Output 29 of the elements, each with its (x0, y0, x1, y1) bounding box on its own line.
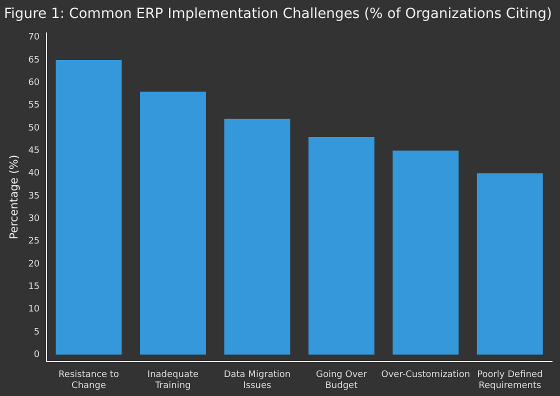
x-tick-label: Going Over Budget (316, 370, 368, 391)
y-tick-label: 15 (28, 282, 40, 292)
bar (56, 60, 122, 355)
bar (224, 118, 290, 355)
bar (308, 137, 374, 355)
x-tick-label: Data Migration Issues (224, 370, 291, 391)
y-tick-label: 55 (28, 100, 40, 111)
y-tick-label: 70 (28, 32, 40, 43)
y-tick-label: 0 (34, 350, 40, 360)
bar (140, 92, 206, 355)
x-tick-label: Over-Customization (381, 370, 470, 380)
y-tick-label: 10 (28, 304, 40, 315)
y-tick-label: 25 (28, 236, 40, 247)
x-tick-label: Inadequate Training (147, 370, 200, 391)
bar (476, 173, 543, 355)
chart-title: Figure 1: Common ERP Implementation Challenges (% of Organizations Citing) (4, 6, 552, 22)
y-axis-title: Percentage (%) (7, 154, 20, 240)
x-tick-label: Resistance to Change (58, 370, 120, 391)
y-tick-label: 20 (28, 259, 40, 270)
y-tick-label: 40 (28, 168, 40, 179)
y-tick-label: 30 (28, 214, 40, 224)
bar (392, 150, 459, 355)
y-tick-label: 5 (34, 327, 40, 338)
y-tick-label: 50 (28, 123, 40, 134)
y-tick-label: 35 (28, 191, 40, 202)
y-tick-label: 45 (28, 146, 40, 156)
y-tick-label: 60 (28, 78, 40, 88)
x-tick-label: Poorly Defined Requirements (477, 370, 543, 391)
y-tick-label: 65 (28, 55, 40, 66)
